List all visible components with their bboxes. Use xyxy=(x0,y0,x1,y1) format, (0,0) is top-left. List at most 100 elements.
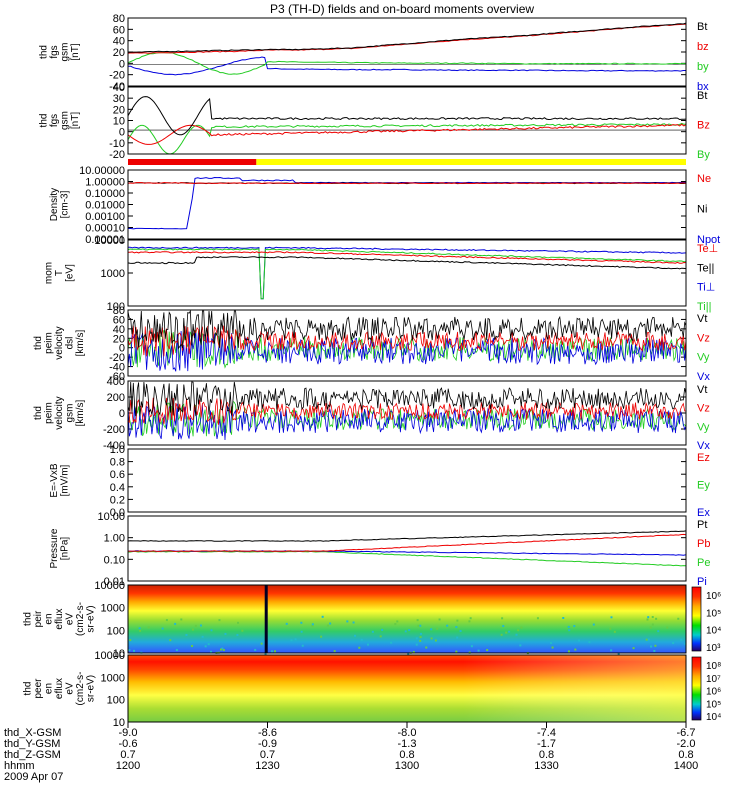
series-red xyxy=(128,181,687,185)
spectrogram-speckle xyxy=(617,652,620,655)
ytick-label: 0.01 xyxy=(104,576,125,588)
spectrogram-speckle xyxy=(300,630,303,633)
spectrogram-speckle xyxy=(207,643,210,646)
ytick-label: 400 xyxy=(107,376,125,388)
spectrogram-speckle xyxy=(430,628,433,631)
ytick-label: 20 xyxy=(113,333,125,345)
ytick-label: 100 xyxy=(107,625,125,637)
ylabel-line: fgs xyxy=(49,45,60,58)
ytick-label: -60 xyxy=(109,371,125,383)
series-black xyxy=(127,309,687,350)
spectrogram-speckle xyxy=(500,633,503,636)
colorbar-label: 10⁴ xyxy=(706,626,721,637)
ylabel-line: E=-VxB xyxy=(49,463,60,498)
legend-pe: Pe xyxy=(697,557,710,569)
spectrogram-speckle xyxy=(592,623,595,626)
ytick-label: 10 xyxy=(113,116,125,128)
ephem-value: 0.8 xyxy=(539,749,554,761)
ylabel-line: peir xyxy=(33,610,44,627)
ylabel-line: thd xyxy=(38,45,49,59)
series-green xyxy=(127,248,687,300)
ytick-label: 1000 xyxy=(101,268,125,280)
ytick-label: 40 xyxy=(113,324,125,336)
spectrogram-speckle xyxy=(185,634,188,637)
ylabel-line: eV xyxy=(65,613,76,626)
ytick-label: -200 xyxy=(103,424,125,436)
spectrogram-speckle xyxy=(415,637,418,640)
ytick-label: 10 xyxy=(113,648,125,660)
panel-frame xyxy=(127,448,687,513)
ephem-value: -2.0 xyxy=(677,738,696,750)
spectrogram-speckle xyxy=(301,644,304,647)
ylabel-line: [km/s] xyxy=(75,399,86,426)
ytick-label: 0.10000 xyxy=(85,188,125,200)
legend-pb: Pb xyxy=(697,538,710,550)
series-black xyxy=(127,96,687,136)
ephem-label-date: 2009 Apr 07 xyxy=(4,771,63,783)
spectrogram-speckle xyxy=(573,625,576,628)
legend-vt: Vt xyxy=(697,384,707,396)
spectrogram-speckle xyxy=(609,627,612,630)
ytick-label: 30 xyxy=(113,93,125,105)
legend-by: by xyxy=(697,61,709,73)
ylabel-line: gsm xyxy=(59,43,70,62)
series-green xyxy=(127,400,687,437)
ytick-label: 0.8 xyxy=(110,457,125,469)
ytick-label: 10 xyxy=(113,717,125,729)
spectrogram-speckle xyxy=(419,636,422,639)
series-red xyxy=(127,251,687,264)
ytick-label: 20 xyxy=(113,104,125,116)
spectrogram-speckle xyxy=(133,649,136,652)
legend-vz: Vz xyxy=(697,332,710,344)
ephem-value: 1400 xyxy=(674,760,698,772)
spectrogram-speckle xyxy=(645,638,648,641)
spectrogram-speckle xyxy=(568,629,571,632)
ylabel-line: thd xyxy=(33,406,44,420)
series-blue xyxy=(127,246,687,300)
ylabel-line: peim xyxy=(44,402,55,424)
spectrogram-speckle xyxy=(469,617,472,620)
spectrogram-speckle xyxy=(333,650,336,653)
spectrogram-speckle xyxy=(653,649,656,652)
ytick-label: 60 xyxy=(113,24,125,36)
ylabel-line: [eV] xyxy=(65,264,76,282)
spectrogram-speckle xyxy=(419,632,422,635)
ytick-label: 1.0 xyxy=(110,444,125,456)
spectrogram-speckle xyxy=(367,643,370,646)
series-bx xyxy=(128,56,686,76)
ytick-label: 40 xyxy=(113,82,125,94)
spectrogram-speckle xyxy=(501,617,504,620)
panel-frame xyxy=(127,584,687,654)
spectrogram-speckle xyxy=(456,619,459,622)
spectrogram-speckle xyxy=(407,652,410,655)
spectrogram-speckle xyxy=(646,618,649,621)
spectrogram-speckle xyxy=(147,626,150,629)
series-by xyxy=(127,52,687,75)
ytick-label: 0.10 xyxy=(104,554,125,566)
spectrogram-speckle xyxy=(300,621,303,624)
spectrogram-speckle xyxy=(657,630,660,633)
ytick-label: 0.00010 xyxy=(85,223,125,235)
ephem-value: -8.0 xyxy=(398,727,417,739)
spectrogram-speckle xyxy=(477,649,480,652)
spectrogram-speckle xyxy=(264,652,267,655)
panel-peir-spectrogram: 10000 1000 100 10 thd peir en eflux eV (cm2-s-sr-… xyxy=(23,580,722,660)
spectrogram-fade xyxy=(128,655,686,722)
spectrogram-speckle xyxy=(505,631,508,634)
spectrogram-speckle xyxy=(204,645,207,648)
ephem-value: -8.6 xyxy=(258,727,277,739)
series-black xyxy=(127,530,687,542)
panel-frame xyxy=(127,86,687,155)
spectrogram-speckle xyxy=(129,639,132,642)
spectrogram-speckle xyxy=(434,639,437,642)
spectrogram-speckle xyxy=(446,624,449,627)
spectrogram-speckle xyxy=(672,641,675,644)
spectrogram-speckle xyxy=(650,645,653,648)
ytick-label: 0.4 xyxy=(110,482,125,494)
legend-pi: Pi xyxy=(697,576,707,588)
spectrogram-speckle xyxy=(551,646,554,649)
legend-bx: bx xyxy=(697,81,709,93)
spectrogram-speckle xyxy=(273,650,276,653)
ytick-label: 0.6 xyxy=(110,469,125,481)
spectrogram-speckle xyxy=(271,650,274,653)
